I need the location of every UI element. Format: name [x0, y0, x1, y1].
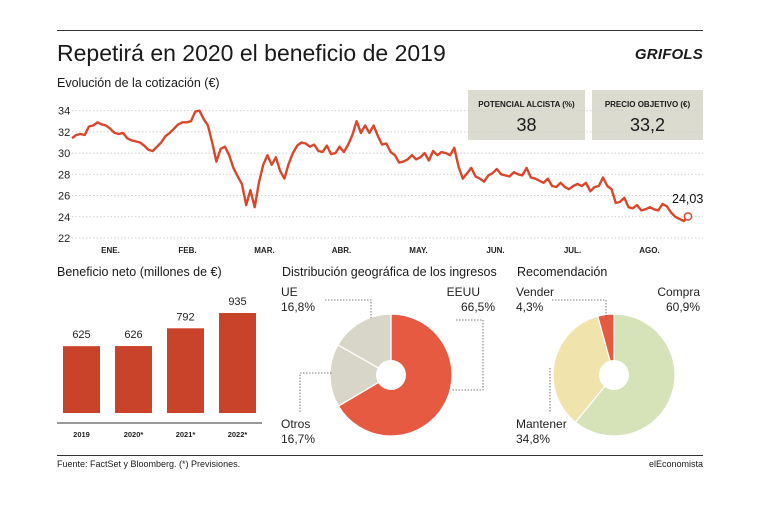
x-tick-label-3: ABR. — [332, 246, 352, 255]
label-vender-name: Vender — [516, 285, 554, 299]
price-series-line — [71, 109, 689, 223]
bar-value-label-0: 625 — [72, 329, 90, 341]
publisher-credit: elEconomista — [648, 459, 703, 469]
label-compra-name: Compra — [657, 285, 700, 299]
donut-hole — [599, 360, 629, 390]
y-tick-label-30: 30 — [58, 148, 70, 160]
bar-category-label-0: 2019 — [73, 430, 90, 439]
bar-2019 — [63, 346, 100, 413]
bar-2020* — [115, 346, 152, 413]
bar-2021* — [167, 328, 204, 413]
line-chart-title: Evolución de la cotización (€) — [57, 76, 220, 90]
source-note: Fuente: FactSet y Bloomberg. (*) Previsi… — [57, 459, 241, 469]
bar-value-label-3: 935 — [228, 296, 246, 308]
x-tick-label-0: ENE. — [101, 246, 120, 255]
slice-ue — [337, 313, 392, 377]
label-otros-name: Otros — [281, 417, 310, 431]
bar-category-label-1: 2020* — [124, 430, 144, 439]
y-tick-label-26: 26 — [58, 191, 70, 203]
x-tick-label-5: JUN. — [486, 246, 504, 255]
kpi-precio-value: 33,2 — [629, 115, 666, 135]
bar-value-label-2: 792 — [176, 311, 194, 323]
bar-2022* — [219, 313, 256, 413]
label-vender-value: 4,3% — [516, 300, 544, 314]
label-eeuu-value: 66,5% — [461, 300, 495, 314]
geo-pie-title: Distribución geográfica de los ingresos — [282, 265, 497, 279]
kpi-precio-label: PRECIO OBJETIVO (€) — [604, 100, 691, 109]
bar-chart-title: Beneficio neto (millones de €) — [57, 265, 222, 279]
kpi-potencial-label: POTENCIAL ALCISTA (%) — [478, 100, 575, 109]
y-tick-label-22: 22 — [58, 233, 70, 245]
footer-rule — [57, 455, 703, 456]
leader-vender — [552, 299, 607, 318]
leader-eeuu — [452, 319, 484, 391]
slice-mantener — [552, 315, 615, 424]
y-tick-label-32: 32 — [58, 127, 70, 139]
page-title: Repetirá en 2020 el beneficio de 2019 — [57, 40, 446, 66]
label-ue-name: UE — [281, 285, 298, 299]
y-tick-label-34: 34 — [58, 106, 70, 118]
label-ue-value: 16,8% — [281, 300, 315, 314]
leader-ue — [325, 299, 372, 318]
label-compra-value: 60,9% — [666, 300, 700, 314]
label-mantener-value: 34,8% — [516, 432, 550, 446]
x-tick-label-4: MAY. — [409, 246, 427, 255]
label-mantener-name: Mantener — [516, 417, 567, 431]
bar-category-label-3: 2022* — [228, 430, 248, 439]
profit-bar-chart: 625 2019 626 2020* 792 2021* 935 2022* — [57, 296, 262, 439]
x-tick-label-6: JUL. — [564, 246, 581, 255]
label-otros-value: 16,7% — [281, 432, 315, 446]
x-tick-label-1: FEB. — [178, 246, 196, 255]
rec-pie-title: Recomendación — [517, 265, 608, 279]
label-eeuu-name: EEUU — [447, 285, 480, 299]
slice-vender — [596, 313, 615, 376]
leader-otros — [299, 372, 333, 412]
x-tick-label-2: MAR. — [254, 246, 274, 255]
top-rule — [57, 30, 703, 31]
last-price-marker — [683, 212, 693, 221]
kpi-potencial: POTENCIAL ALCISTA (%) 38 — [468, 90, 585, 140]
bar-category-label-2: 2021* — [176, 430, 196, 439]
brand-logo: GRIFOLS — [634, 46, 703, 63]
x-tick-label-7: AGO. — [639, 246, 659, 255]
slice-otros — [329, 344, 393, 407]
stock-line-chart: 22 24 26 28 30 32 34 24,03 ENE. FEB. MAR. ABR. MAY. J… — [58, 106, 703, 255]
donut-hole — [376, 360, 406, 390]
kpi-potencial-value: 38 — [516, 115, 537, 135]
last-price-label: 24,03 — [672, 192, 703, 206]
y-tick-label-28: 28 — [58, 169, 70, 181]
y-tick-label-24: 24 — [58, 212, 70, 224]
bar-value-label-1: 626 — [124, 329, 142, 341]
